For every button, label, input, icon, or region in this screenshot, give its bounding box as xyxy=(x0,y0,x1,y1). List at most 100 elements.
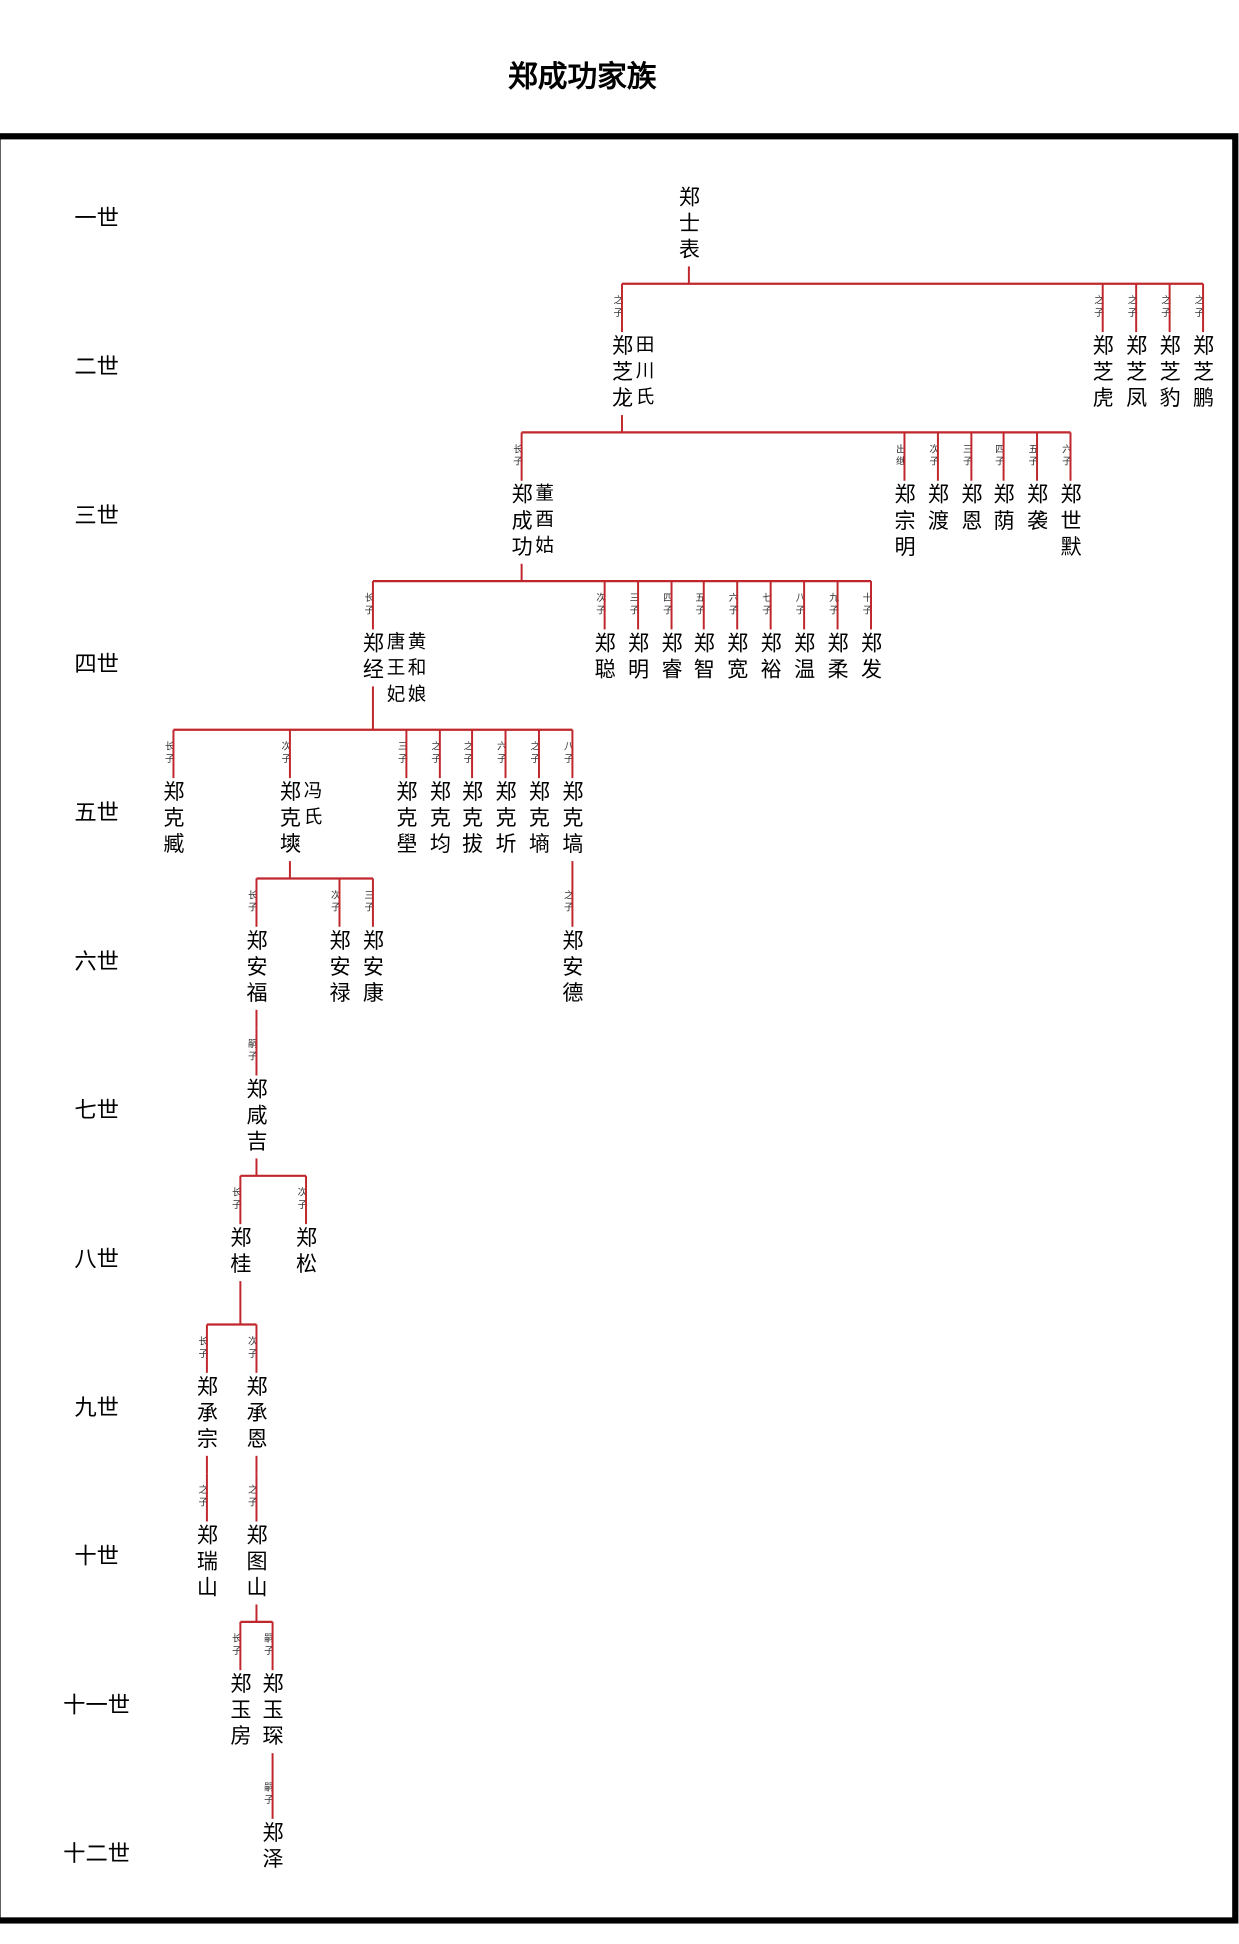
person-name: 郑宽 xyxy=(725,631,750,684)
person-name: 郑克墒 xyxy=(526,780,551,859)
person-name: 郑荫 xyxy=(991,483,1016,536)
person-name: 郑经 xyxy=(360,631,385,684)
person-name: 郑玉琛 xyxy=(260,1672,285,1751)
person-name: 郑玉房 xyxy=(228,1672,253,1751)
relation-label: 次子 xyxy=(329,888,341,914)
person-name: 郑泽 xyxy=(260,1821,285,1874)
generation-label: 二世 xyxy=(74,354,119,380)
relation-label: 四子 xyxy=(993,444,1005,469)
person-name: 郑芝虎 xyxy=(1090,334,1115,413)
relation-label: 六子 xyxy=(727,592,739,617)
person-name: 郑咸吉 xyxy=(244,1077,269,1156)
relation-label: 长子 xyxy=(196,1335,208,1360)
relation-label: 五子 xyxy=(693,592,705,617)
person-name: 郑智 xyxy=(691,631,716,684)
generation-label: 四世 xyxy=(74,652,119,678)
person-name: 郑裕 xyxy=(758,631,783,684)
relation-label: 之子 xyxy=(196,1483,208,1509)
person-name: 郑发 xyxy=(859,631,884,684)
person-name: 郑克臧 xyxy=(161,780,186,859)
relation-label: 三子 xyxy=(628,592,640,617)
generation-label: 三世 xyxy=(74,503,119,529)
spouse-name: 董酉姑 xyxy=(532,483,553,561)
person-name: 郑克拔 xyxy=(460,780,485,859)
person-name: 郑睿 xyxy=(659,631,684,684)
relation-label: 十子 xyxy=(861,591,873,617)
person-name: 郑安康 xyxy=(360,929,385,1008)
relation-label: 嗣子 xyxy=(262,1781,274,1806)
person-name: 郑芝鹏 xyxy=(1191,334,1216,413)
spouse-name: 田川氏 xyxy=(633,335,654,413)
person-name: 郑松 xyxy=(294,1226,319,1279)
person-name: 郑渡 xyxy=(925,483,950,536)
person-name: 郑袭 xyxy=(1025,483,1050,536)
frame xyxy=(0,133,1239,1924)
person-name: 郑柔 xyxy=(825,631,850,684)
generation-label: 十二世 xyxy=(63,1841,130,1867)
person-name: 郑成功 xyxy=(509,483,534,562)
person-name: 郑安福 xyxy=(244,929,269,1008)
person-name: 郑克壆 xyxy=(394,780,419,859)
spouse-name: 黄和娘 xyxy=(405,632,426,710)
relation-label: 长子 xyxy=(230,1187,242,1212)
generation-label: 五世 xyxy=(74,800,119,826)
relation-label: 七子 xyxy=(760,592,772,617)
relation-label: 之子 xyxy=(246,1483,258,1509)
relation-label: 之子 xyxy=(462,740,474,766)
relation-label: 之子 xyxy=(429,740,441,766)
person-name: 郑桂 xyxy=(228,1226,253,1279)
person-name: 郑明 xyxy=(626,631,651,684)
relation-label: 嗣子 xyxy=(246,1038,258,1063)
generation-label: 六世 xyxy=(74,949,119,975)
person-name: 郑承恩 xyxy=(244,1375,269,1454)
relation-label: 五子 xyxy=(1027,444,1039,469)
person-name: 郑克圻 xyxy=(493,780,518,859)
relation-label: 之子 xyxy=(562,888,574,914)
relation-label: 次子 xyxy=(279,740,291,766)
person-name: 郑克塽 xyxy=(277,780,302,859)
person-name: 郑图山 xyxy=(244,1524,269,1603)
person-name: 郑温 xyxy=(792,631,817,684)
person-name: 郑克塙 xyxy=(560,780,585,859)
relation-label: 之子 xyxy=(529,740,541,766)
relation-label: 八子 xyxy=(794,592,806,617)
spouse-name: 冯氏 xyxy=(300,781,321,833)
relation-label: 之子 xyxy=(1193,294,1205,320)
person-name: 郑聪 xyxy=(592,631,617,684)
person-name: 郑承宗 xyxy=(194,1375,219,1454)
relation-label: 次子 xyxy=(927,442,939,468)
person-name: 郑恩 xyxy=(959,483,984,536)
person-name: 郑安德 xyxy=(560,929,585,1008)
relation-label: 九子 xyxy=(827,592,839,617)
relation-label: 长子 xyxy=(511,443,523,468)
relation-label: 三子 xyxy=(362,890,374,915)
person-name: 郑芝凤 xyxy=(1124,334,1149,413)
spouse-name: 唐王妃 xyxy=(384,632,405,710)
person-name: 郑瑞山 xyxy=(194,1524,219,1603)
generation-label: 十一世 xyxy=(63,1692,130,1718)
relation-label: 长子 xyxy=(163,741,175,766)
title: 郑成功家族 xyxy=(508,60,657,95)
relation-label: 之子 xyxy=(612,294,624,320)
relation-label: 之子 xyxy=(1126,294,1138,320)
generation-label: 十世 xyxy=(74,1544,119,1570)
relation-label: 六子 xyxy=(1060,443,1072,468)
relation-label: 出继 xyxy=(894,442,906,468)
person-name: 郑世默 xyxy=(1058,483,1083,562)
person-name: 郑安禄 xyxy=(327,929,352,1008)
relation-label: 之子 xyxy=(1092,294,1104,320)
relation-label: 长子 xyxy=(362,592,374,617)
generation-label: 八世 xyxy=(74,1246,119,1272)
person-name: 郑芝豹 xyxy=(1157,334,1182,413)
relation-label: 长子 xyxy=(230,1633,242,1658)
person-name: 郑克均 xyxy=(427,780,452,859)
relation-label: 次子 xyxy=(594,591,606,617)
relation-label: 之子 xyxy=(1159,294,1171,320)
relation-label: 四子 xyxy=(661,592,673,617)
relation-label: 六子 xyxy=(495,741,507,766)
relation-label: 次子 xyxy=(296,1186,308,1212)
relation-label: 长子 xyxy=(246,889,258,914)
generation-label: 七世 xyxy=(74,1098,119,1124)
